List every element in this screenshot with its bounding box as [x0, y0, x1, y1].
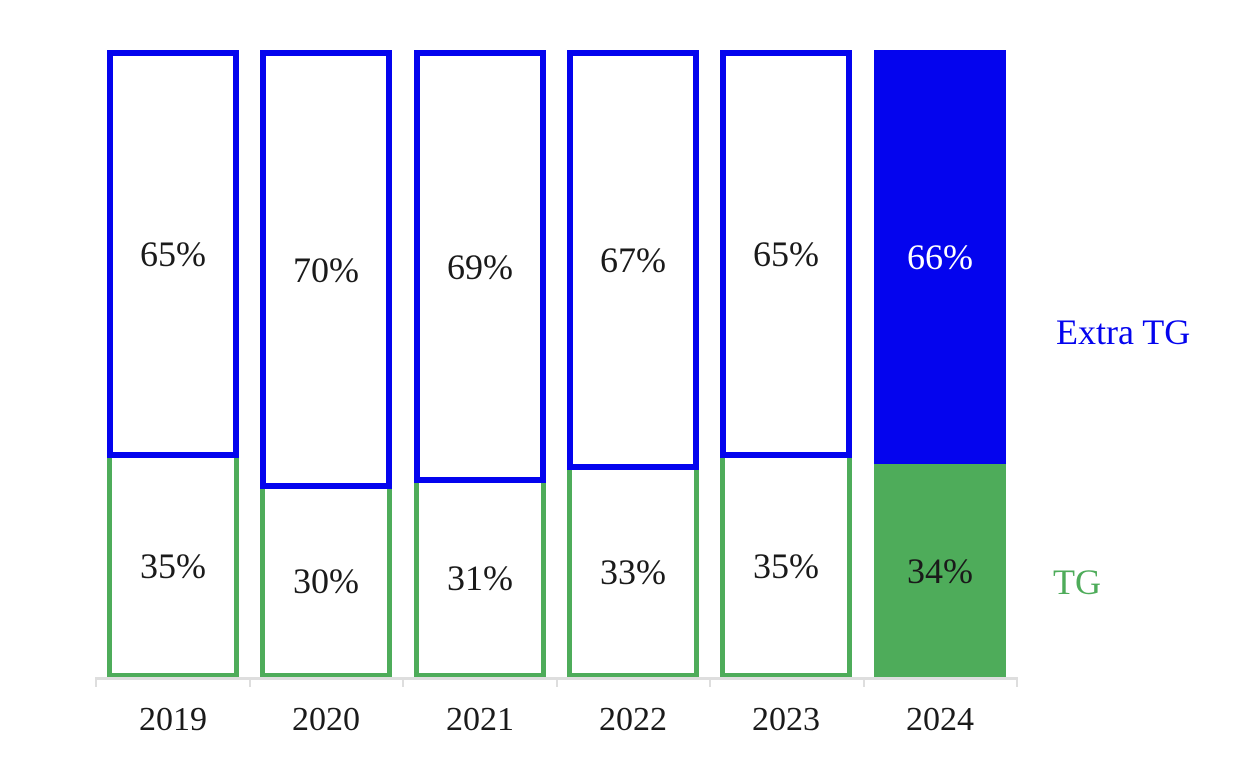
bar-segment-tg-2023: 35%: [720, 458, 852, 677]
x-axis-tick: [709, 677, 711, 687]
bar-segment-extra-tg-2023: 65%: [720, 50, 852, 458]
legend-item-extra-tg: Extra TG: [1056, 312, 1191, 352]
value-label-extra-tg-2020: 70%: [293, 249, 359, 290]
x-axis-tick: [556, 677, 558, 687]
value-label-tg-2021: 31%: [447, 558, 513, 598]
x-axis-label-2019: 2019: [139, 701, 207, 738]
x-axis-label-2021: 2021: [446, 701, 514, 738]
x-axis-tick: [863, 677, 865, 687]
bar-segment-tg-2019: 35%: [107, 458, 239, 677]
x-axis-tick: [249, 677, 251, 687]
bar-segment-tg-2021: 31%: [414, 483, 546, 677]
value-label-tg-2020: 30%: [293, 561, 359, 601]
value-label-extra-tg-2023: 65%: [753, 234, 819, 274]
x-axis-label-2023: 2023: [752, 701, 820, 738]
bar-segment-extra-tg-2019: 65%: [107, 50, 239, 458]
value-label-tg-2019: 35%: [140, 545, 206, 586]
bar-segment-extra-tg-2021: 69%: [414, 50, 546, 483]
bar-segment-extra-tg-2020: 70%: [260, 50, 392, 489]
bar-segment-tg-2020: 30%: [260, 489, 392, 677]
value-label-extra-tg-2019: 65%: [140, 234, 206, 274]
value-label-tg-2024: 34%: [907, 550, 973, 591]
bar-segment-extra-tg-2022: 67%: [567, 50, 699, 470]
bar-segment-tg-2024: 34%: [874, 464, 1006, 677]
x-axis-label-2022: 2022: [599, 701, 667, 738]
x-axis-label-2024: 2024: [906, 701, 974, 738]
bar-segment-extra-tg-2024: 66%: [874, 50, 1006, 464]
x-axis-label-2020: 2020: [292, 701, 360, 738]
x-axis-tick: [95, 677, 97, 687]
value-label-extra-tg-2021: 69%: [447, 246, 513, 287]
x-axis-tick: [402, 677, 404, 687]
value-label-tg-2023: 35%: [753, 545, 819, 586]
legend-item-tg: TG: [1053, 562, 1101, 602]
value-label-tg-2022: 33%: [600, 551, 666, 592]
bar-segment-tg-2022: 33%: [567, 470, 699, 677]
value-label-extra-tg-2022: 67%: [600, 240, 666, 280]
value-label-extra-tg-2024: 66%: [907, 237, 973, 277]
x-axis-tick: [1016, 677, 1018, 687]
